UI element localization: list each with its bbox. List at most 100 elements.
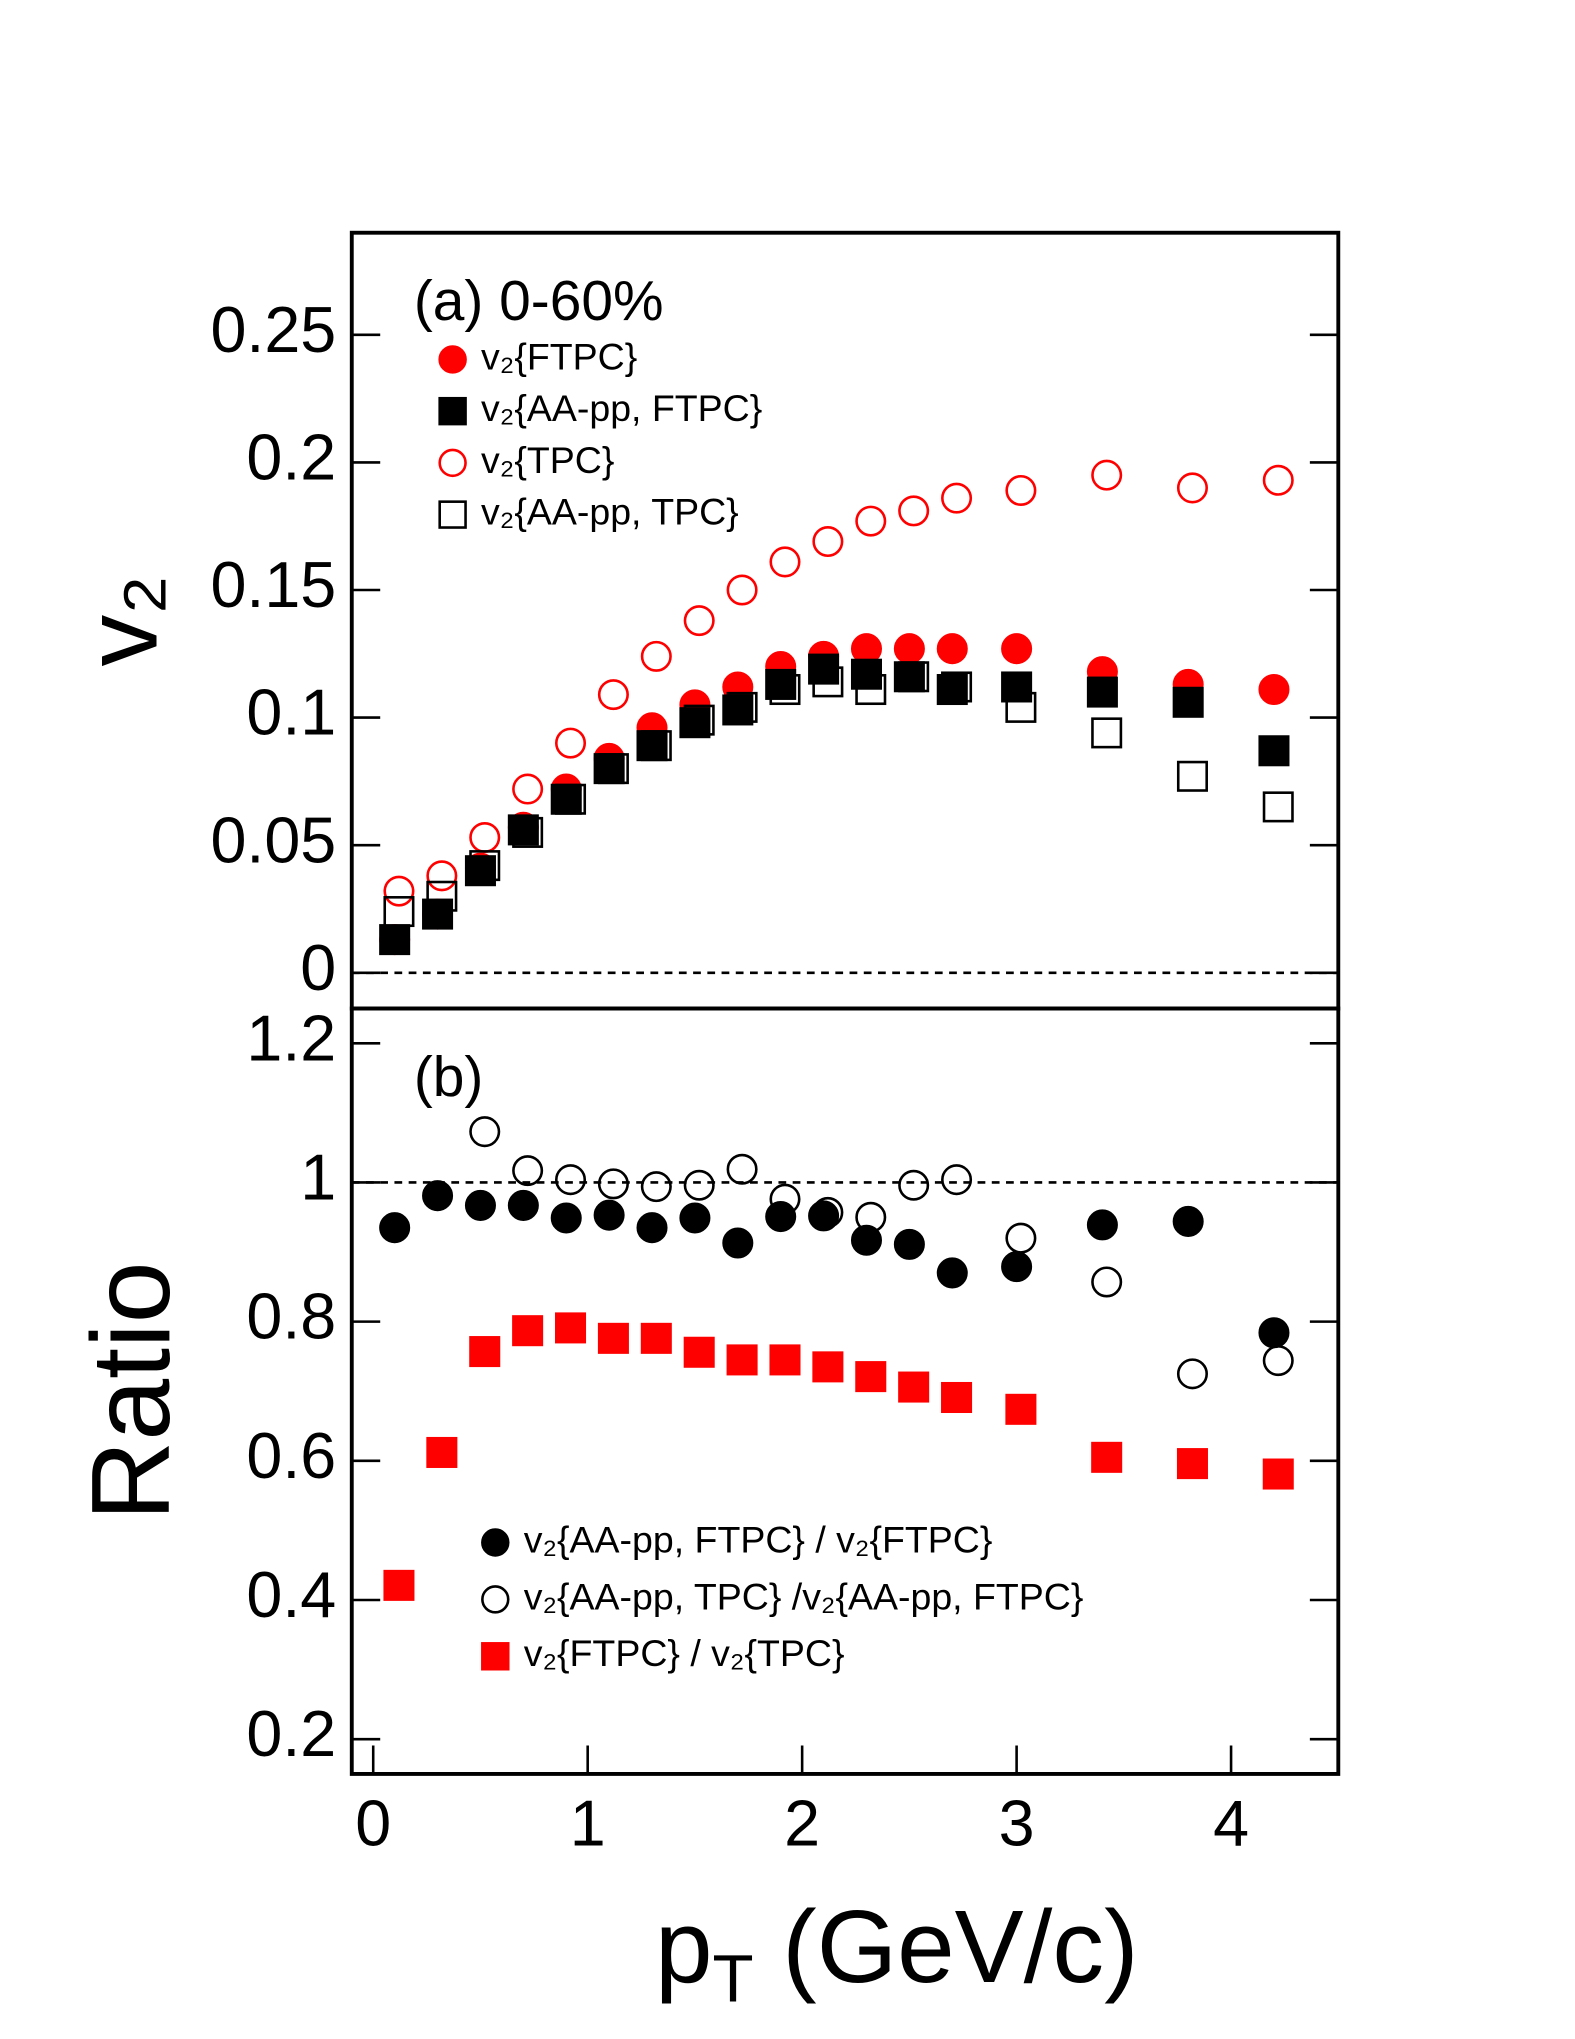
- legend-marker: [438, 345, 467, 374]
- data-point: [812, 1196, 844, 1228]
- data-point: [1005, 474, 1037, 506]
- data-point: [1001, 1251, 1033, 1283]
- data-point: [893, 633, 925, 665]
- data-point: [640, 1171, 672, 1203]
- data-point: [855, 1201, 887, 1233]
- y-tick-label: 0.2: [246, 420, 336, 493]
- y-tick-label: 0.4: [246, 1558, 336, 1631]
- data-point: [769, 546, 801, 578]
- data-point: [850, 633, 882, 665]
- data-point: [1091, 1441, 1123, 1473]
- data-point: [683, 1169, 715, 1201]
- data-point: [1262, 464, 1294, 496]
- data-point: [1258, 735, 1290, 767]
- data-point: [640, 730, 672, 762]
- x-tick-label: 4: [1213, 1786, 1249, 1859]
- legend-marker: [438, 500, 467, 529]
- data-point: [936, 1257, 968, 1289]
- data-point: [1176, 760, 1208, 792]
- data-point: [555, 727, 587, 759]
- data-point: [765, 1201, 797, 1233]
- data-point: [507, 1189, 539, 1221]
- data-point: [383, 896, 415, 928]
- data-point: [941, 1381, 973, 1414]
- data-point: [426, 880, 458, 912]
- data-point: [722, 1227, 754, 1259]
- data-point: [379, 1212, 411, 1244]
- data-point: [941, 1164, 973, 1196]
- data-point: [555, 1164, 587, 1196]
- data-point: [464, 1189, 496, 1221]
- data-point: [555, 1312, 587, 1344]
- data-point: [812, 666, 844, 698]
- data-point: [597, 753, 629, 785]
- data-point: [555, 783, 587, 815]
- data-point: [808, 1200, 840, 1232]
- data-point: [683, 605, 715, 637]
- legend-marker: [481, 1642, 510, 1671]
- y-tick-label: 0.1: [246, 676, 336, 749]
- data-point: [1172, 686, 1204, 718]
- data-point: [1262, 791, 1294, 823]
- legend-label: v₂{FTPC}: [481, 335, 637, 377]
- panel-label: (a) 0-60%: [414, 269, 664, 333]
- x-tick-label: 3: [999, 1786, 1035, 1859]
- data-point: [898, 495, 930, 527]
- data-point: [512, 816, 544, 848]
- y-axis-title: Ratio: [68, 1261, 193, 1521]
- data-point: [683, 704, 715, 736]
- x-tick-label: 1: [570, 1786, 606, 1859]
- data-point: [1176, 1358, 1208, 1390]
- data-point: [812, 525, 844, 558]
- data-point: [1176, 472, 1208, 504]
- data-point: [1262, 1458, 1294, 1490]
- data-point: [855, 1361, 887, 1393]
- x-axis-title: pT (GeV/c): [655, 1888, 1139, 2016]
- data-point: [593, 1199, 625, 1231]
- data-point: [855, 674, 887, 706]
- data-point: [1001, 633, 1033, 665]
- data-point: [426, 1436, 458, 1468]
- data-point: [726, 691, 758, 723]
- data-point: [469, 850, 501, 882]
- data-point: [597, 1168, 629, 1200]
- y-tick-label: 0.2: [246, 1697, 336, 1770]
- data-point: [512, 1315, 544, 1347]
- data-point: [1005, 691, 1037, 723]
- y-tick-label: 1: [300, 1141, 336, 1214]
- data-point: [769, 1344, 801, 1376]
- x-tick-label: 2: [784, 1786, 820, 1859]
- y-axis-title: v₂: [63, 575, 179, 667]
- data-point: [1258, 1317, 1290, 1349]
- data-point: [550, 1202, 582, 1234]
- y-tick-label: 0: [300, 931, 336, 1004]
- data-point: [726, 1153, 758, 1185]
- data-point: [1086, 1209, 1118, 1241]
- data-point: [383, 1569, 415, 1601]
- data-point: [640, 640, 672, 672]
- data-point: [383, 875, 415, 907]
- data-point: [898, 1371, 930, 1403]
- legend-marker: [481, 1585, 510, 1614]
- data-point: [941, 482, 973, 514]
- data-point: [898, 1169, 930, 1201]
- plot-frame: [349, 1006, 1341, 1776]
- data-point: [855, 505, 887, 537]
- legend-marker: [481, 1528, 510, 1557]
- y-tick-label: 0.25: [210, 293, 336, 366]
- data-point: [898, 661, 930, 693]
- legend-label: v₂{FTPC} / v₂{TPC}: [524, 1632, 845, 1674]
- legend-marker: [438, 396, 467, 426]
- legend-label: v₂{AA-pp, FTPC}: [481, 387, 762, 429]
- data-point: [893, 1228, 925, 1260]
- data-point: [1091, 717, 1123, 749]
- data-point: [726, 1344, 758, 1376]
- data-point: [597, 1322, 629, 1354]
- legend-marker: [438, 448, 467, 478]
- legend-label: v₂{AA-pp, FTPC} / v₂{FTPC}: [524, 1518, 993, 1560]
- y-tick-label: 1.2: [246, 1001, 336, 1074]
- data-point: [597, 679, 629, 711]
- data-point: [679, 1202, 711, 1234]
- data-point: [1258, 674, 1290, 706]
